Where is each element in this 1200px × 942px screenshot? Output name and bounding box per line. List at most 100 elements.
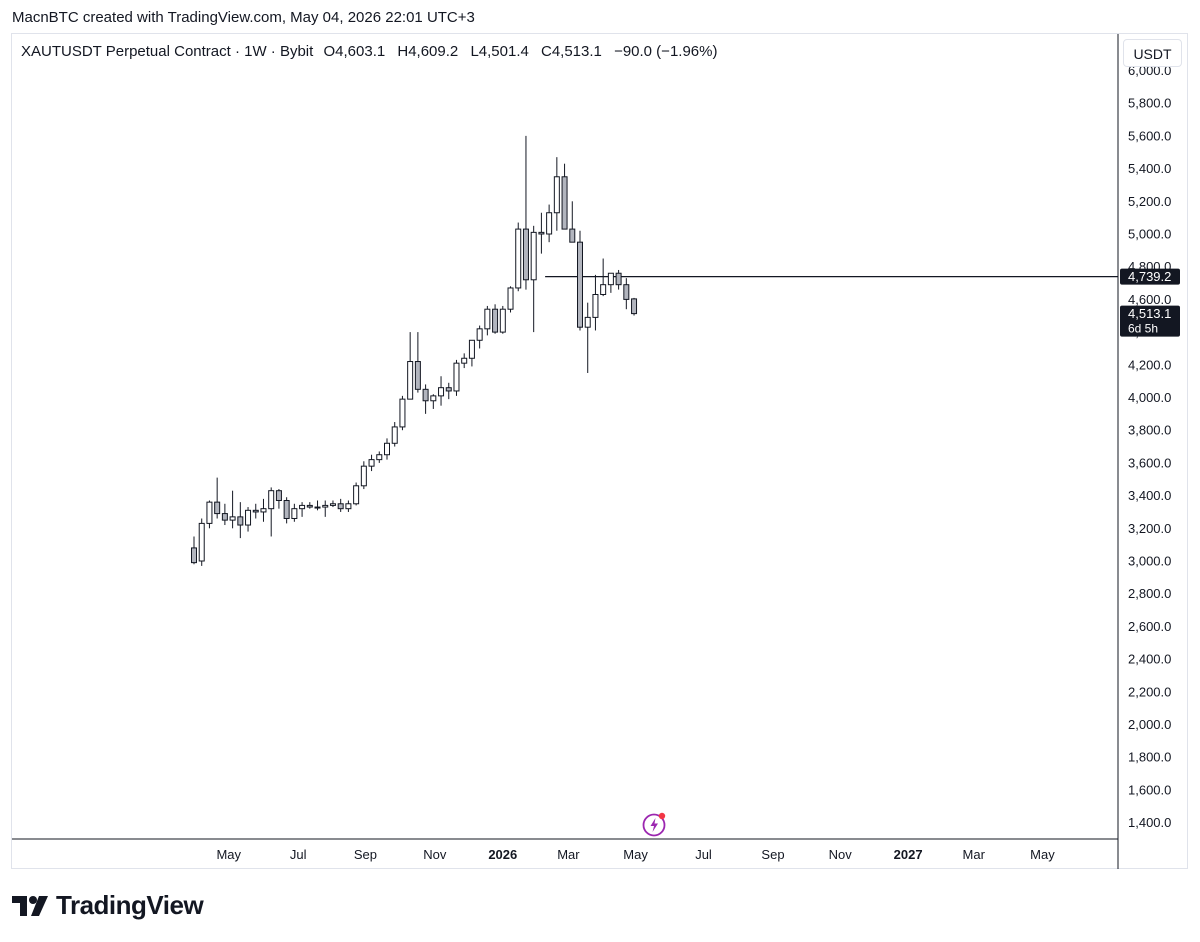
price-tick-label: 5,600.0 (1128, 128, 1171, 143)
candle-body (445, 387, 452, 392)
candle-body (345, 503, 352, 510)
candle-body (499, 308, 506, 333)
brand-name: TradingView (56, 890, 204, 920)
close-value: C4,513.1 (541, 43, 602, 60)
price-tick-label: 2,000.0 (1128, 717, 1171, 732)
low-value: L4,501.4 (470, 43, 529, 60)
time-tick-label: May (216, 847, 241, 862)
lightning-alert-icon[interactable] (642, 811, 670, 844)
level-price-label: 4,739.2 (1128, 269, 1171, 284)
candle-body (391, 426, 398, 444)
candle-body (214, 501, 221, 515)
candle-body (414, 361, 421, 390)
time-tick-label: Mar (557, 847, 580, 862)
price-tick-label: 1,800.0 (1128, 750, 1171, 765)
time-tick-label: Nov (423, 847, 447, 862)
time-tick-label: 2026 (488, 847, 517, 862)
price-tick-label: 5,000.0 (1128, 227, 1171, 242)
candle-body (422, 388, 429, 402)
candle-body (507, 287, 514, 310)
candle-body (584, 316, 591, 328)
time-tick-label: Nov (829, 847, 853, 862)
candle-body (221, 513, 228, 521)
time-tick-label: 2027 (894, 847, 923, 862)
candle-body (430, 395, 437, 402)
price-tick-label: 5,800.0 (1128, 96, 1171, 111)
price-tick-label: 1,400.0 (1128, 815, 1171, 830)
price-tick-label: 3,400.0 (1128, 488, 1171, 503)
price-tick-label: 3,800.0 (1128, 423, 1171, 438)
candle-body (360, 465, 367, 487)
candle-body (461, 357, 468, 364)
current-price-label: 4,513.1 (1128, 306, 1171, 321)
candle-body (368, 459, 375, 467)
candle-body (468, 339, 475, 359)
candle-body (306, 504, 313, 508)
candle-body (314, 506, 321, 509)
candle-body (337, 503, 344, 510)
price-tick-label: 2,400.0 (1128, 652, 1171, 667)
currency-button[interactable]: USDT (1123, 39, 1182, 67)
candle-body (291, 508, 298, 519)
price-tick-label: 4,600.0 (1128, 292, 1171, 307)
candle-body (600, 284, 607, 295)
candle-body (546, 212, 553, 235)
candle-body (476, 328, 483, 341)
candle-body (206, 501, 213, 524)
candle-body (553, 176, 560, 214)
candle-body (268, 490, 275, 510)
candle-body (322, 504, 329, 508)
candle-body (577, 241, 583, 328)
tradingview-logo: TradingView (12, 890, 204, 921)
candle-body (329, 503, 336, 506)
time-tick-label: Mar (963, 847, 986, 862)
candle-body (530, 231, 537, 281)
candle-body (615, 272, 622, 286)
time-tick-label: Sep (761, 847, 784, 862)
price-tick-label: 4,000.0 (1128, 390, 1171, 405)
open-value: O4,603.1 (323, 43, 386, 60)
ohlc-values: O4,603.1 H4,609.2 L4,501.4 C4,513.1 −90.… (323, 43, 725, 60)
time-tick-label: Sep (354, 847, 377, 862)
time-tick-label: Jul (695, 847, 712, 862)
candle-body (484, 308, 491, 330)
candle-body (538, 231, 545, 235)
candle-body (561, 176, 568, 230)
symbol-title[interactable]: XAUTUSDT Perpetual Contract · 1W · Bybit (21, 43, 314, 60)
candle-body (515, 228, 522, 289)
chart-frame (11, 33, 1188, 869)
price-tick-label: 2,200.0 (1128, 684, 1171, 699)
price-badge (1120, 305, 1180, 337)
symbol-legend: XAUTUSDT Perpetual Contract · 1W · Bybit… (21, 43, 725, 60)
candle-body (407, 361, 414, 400)
candle-body (453, 362, 460, 392)
candle-body (299, 504, 306, 510)
bar-countdown-label: 6d 5h (1128, 322, 1158, 336)
candle-body (353, 485, 360, 505)
price-tick-label: 5,200.0 (1128, 194, 1171, 209)
candle-body (376, 454, 383, 461)
candle-body (198, 522, 205, 562)
candle-body (283, 500, 290, 519)
candle-body (384, 442, 390, 456)
time-tick-label: Jul (290, 847, 307, 862)
price-tick-label: 3,000.0 (1128, 554, 1171, 569)
candle-body (607, 272, 614, 286)
candle-body (275, 490, 282, 502)
price-tick-label: 2,800.0 (1128, 586, 1171, 601)
time-tick-label: May (1030, 847, 1055, 862)
candle-body (260, 508, 267, 513)
change-value: −90.0 (−1.96%) (614, 43, 718, 60)
high-value: H4,609.2 (397, 43, 459, 60)
time-tick-label: May (623, 847, 648, 862)
price-tick-label: 4,200.0 (1128, 357, 1171, 372)
candle-body (569, 228, 576, 243)
candle-body (191, 547, 197, 564)
candle-body (399, 398, 406, 428)
price-tick-label: 3,600.0 (1128, 455, 1171, 470)
candle-body (623, 284, 630, 300)
price-tick-label: 2,600.0 (1128, 619, 1171, 634)
price-tick-label: 3,200.0 (1128, 521, 1171, 536)
candle-body (229, 516, 236, 521)
